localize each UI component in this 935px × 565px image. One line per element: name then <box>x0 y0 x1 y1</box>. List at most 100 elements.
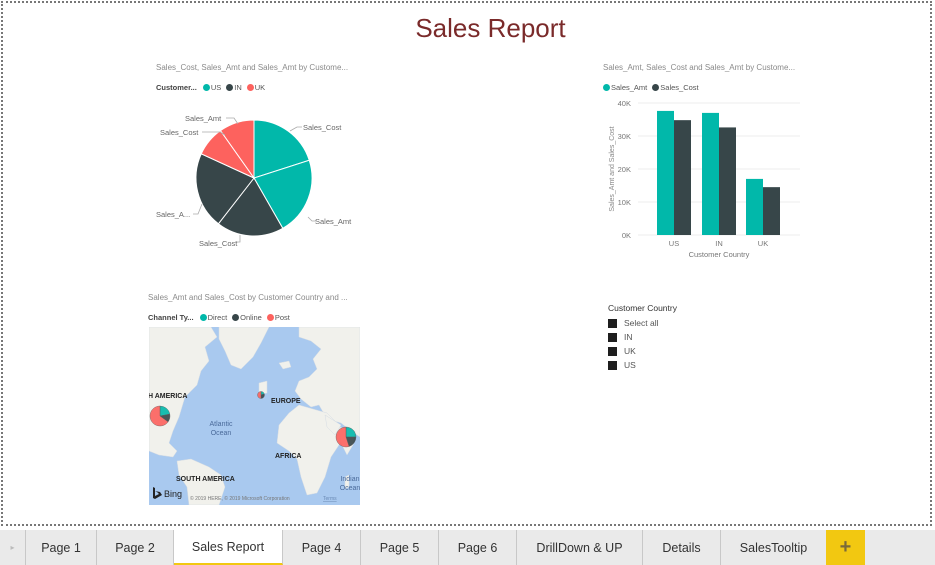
pie-chart-title: Sales_Cost, Sales_Amt and Sales_Amt by C… <box>156 63 349 72</box>
tab-details[interactable]: Details <box>643 530 721 565</box>
bar-sales-amt-uk[interactable] <box>746 178 763 235</box>
pie-chart: Sales_Cost Sales_Amt Sales_Cost Sales_A.… <box>156 114 352 248</box>
slicer-item-us[interactable]: US <box>608 358 677 372</box>
map-legend-item-direct[interactable]: Direct <box>199 313 227 322</box>
bar-legend-item-sales-cost[interactable]: Sales_Cost <box>652 83 699 92</box>
map-pie-slice[interactable] <box>257 391 262 399</box>
legend-dot-icon <box>199 314 207 321</box>
svg-text:US: US <box>669 239 679 248</box>
bing-icon <box>153 487 162 499</box>
bar-sales-cost-us[interactable] <box>674 120 691 235</box>
legend-dot-icon <box>652 84 660 91</box>
pie-label: Sales_Cost <box>303 123 342 132</box>
tab-salestooltip[interactable]: SalesTooltip <box>739 540 808 555</box>
legend-dot-icon <box>246 84 254 91</box>
bar-series[interactable] <box>657 110 780 235</box>
map-pie-slice[interactable] <box>335 426 350 448</box>
svg-text:Indian: Indian <box>340 476 359 483</box>
svg-text:Bing: Bing <box>164 489 182 499</box>
checkbox-icon[interactable] <box>608 332 617 342</box>
pie-chart-legend: Customer... US IN UK <box>156 83 267 92</box>
customer-country-slicer: Customer Country Select all IN UK US <box>608 303 677 372</box>
pie-label: Sales_Amt <box>185 114 222 123</box>
svg-text:Atlantic: Atlantic <box>210 421 233 428</box>
page-title: Sales Report <box>415 13 566 43</box>
bar-legend-item-sales-amt[interactable]: Sales_Amt <box>603 83 647 92</box>
map-landmasses <box>149 327 360 505</box>
pie-slice[interactable] <box>253 119 310 179</box>
pie-legend-item-us[interactable]: US <box>202 83 221 92</box>
tab-page-2[interactable]: Page 2 <box>97 530 174 565</box>
svg-text:Ocean: Ocean <box>340 485 360 492</box>
pie-legend-title: Customer... <box>156 83 197 92</box>
bar-y-ticks: 40K 30K 20K 10K 0K <box>618 99 631 240</box>
bar-y-axis-label: Sales_Amt and Sales_Cost <box>609 126 616 211</box>
svg-text:UK: UK <box>758 239 768 248</box>
slicer-title: Customer Country <box>608 303 677 313</box>
map-legend-item-online[interactable]: Online <box>232 313 262 322</box>
legend-dot-icon <box>202 84 210 91</box>
svg-text:20K: 20K <box>618 165 631 174</box>
map-pie-slice[interactable] <box>149 405 169 427</box>
map-terms-link[interactable]: Terms <box>323 496 337 502</box>
legend-dot-icon <box>226 84 234 91</box>
checkbox-icon[interactable] <box>608 346 617 356</box>
bing-logo: Bing <box>153 487 182 499</box>
pie-slice[interactable] <box>217 177 284 237</box>
bar-sales-amt-in[interactable] <box>702 112 719 235</box>
bar-sales-cost-uk[interactable] <box>763 187 780 235</box>
tab-page-5[interactable]: Page 5 <box>361 530 439 565</box>
svg-text:IN: IN <box>715 239 723 248</box>
tab-sales-report[interactable]: Sales Report <box>174 530 283 565</box>
map-ocean-labels: Atlantic Ocean Indian Ocean <box>210 421 360 492</box>
svg-text:0K: 0K <box>622 231 631 240</box>
slicer-item-select-all[interactable]: Select all <box>608 316 677 330</box>
bar-x-ticks: US IN UK <box>669 239 768 248</box>
tab-page-4[interactable]: Page 4 <box>283 530 361 565</box>
bing-map[interactable]: H AMERICA EUROPE AFRICA SOUTH AMERICA At… <box>149 327 360 505</box>
tab-scroll-left-button[interactable]: ▸ <box>0 530 26 565</box>
pie-slice[interactable] <box>253 159 313 230</box>
page-tab-bar: ▸ Page 1 Page 2 Sales Report Page 4 Page… <box>0 530 935 565</box>
map-title: Sales_Amt and Sales_Cost by Customer Cou… <box>148 293 348 302</box>
svg-text:SOUTH AMERICA: SOUTH AMERICA <box>176 476 235 483</box>
bar-chart-title: Sales_Amt, Sales_Cost and Sales_Amt by C… <box>603 63 796 72</box>
pie-slice-labels: Sales_Cost Sales_Amt Sales_Cost Sales_A.… <box>156 114 352 248</box>
bar-chart-legend: Sales_Amt Sales_Cost <box>603 83 701 92</box>
svg-text:40K: 40K <box>618 99 631 108</box>
checkbox-icon[interactable] <box>608 318 617 328</box>
pie-slice[interactable] <box>195 153 255 225</box>
svg-text:Ocean: Ocean <box>211 430 232 437</box>
svg-text:30K: 30K <box>618 132 631 141</box>
pie-leader-lines <box>193 117 316 243</box>
pie-legend-item-uk[interactable]: UK <box>246 83 265 92</box>
pie-label: Sales_A... <box>156 210 190 219</box>
add-page-button[interactable]: + <box>826 530 865 565</box>
pie-slices[interactable] <box>195 119 313 237</box>
slicer-item-in[interactable]: IN <box>608 330 677 344</box>
svg-text:AFRICA: AFRICA <box>275 453 301 460</box>
map-pie-markers[interactable] <box>149 391 357 448</box>
pie-slice[interactable] <box>219 119 255 180</box>
svg-text:EUROPE: EUROPE <box>271 398 301 405</box>
pie-label: Sales_Amt <box>315 217 352 226</box>
bar-sales-amt-us[interactable] <box>657 110 674 235</box>
tab-drilldown-up[interactable]: DrillDown & UP <box>517 530 643 565</box>
chevron-right-icon: ▸ <box>10 543 15 552</box>
bar-chart: 40K 30K 20K 10K 0K Sales_Amt and Sales_C… <box>609 99 800 259</box>
slicer-item-uk[interactable]: UK <box>608 344 677 358</box>
map-region-labels: H AMERICA EUROPE AFRICA SOUTH AMERICA <box>149 393 301 483</box>
pie-legend-item-in[interactable]: IN <box>226 83 242 92</box>
svg-text:10K: 10K <box>618 198 631 207</box>
svg-text:H AMERICA: H AMERICA <box>149 393 187 400</box>
tab-page-6[interactable]: Page 6 <box>439 530 517 565</box>
plus-icon: + <box>839 536 852 558</box>
map-legend-item-post[interactable]: Post <box>266 313 290 322</box>
map-canvas[interactable]: H AMERICA EUROPE AFRICA SOUTH AMERICA At… <box>149 327 360 505</box>
legend-dot-icon <box>232 314 240 321</box>
bar-sales-cost-in[interactable] <box>719 127 736 235</box>
map-legend-title: Channel Ty... <box>148 313 194 322</box>
checkbox-icon[interactable] <box>608 360 617 370</box>
tab-page-1[interactable]: Page 1 <box>26 530 97 565</box>
